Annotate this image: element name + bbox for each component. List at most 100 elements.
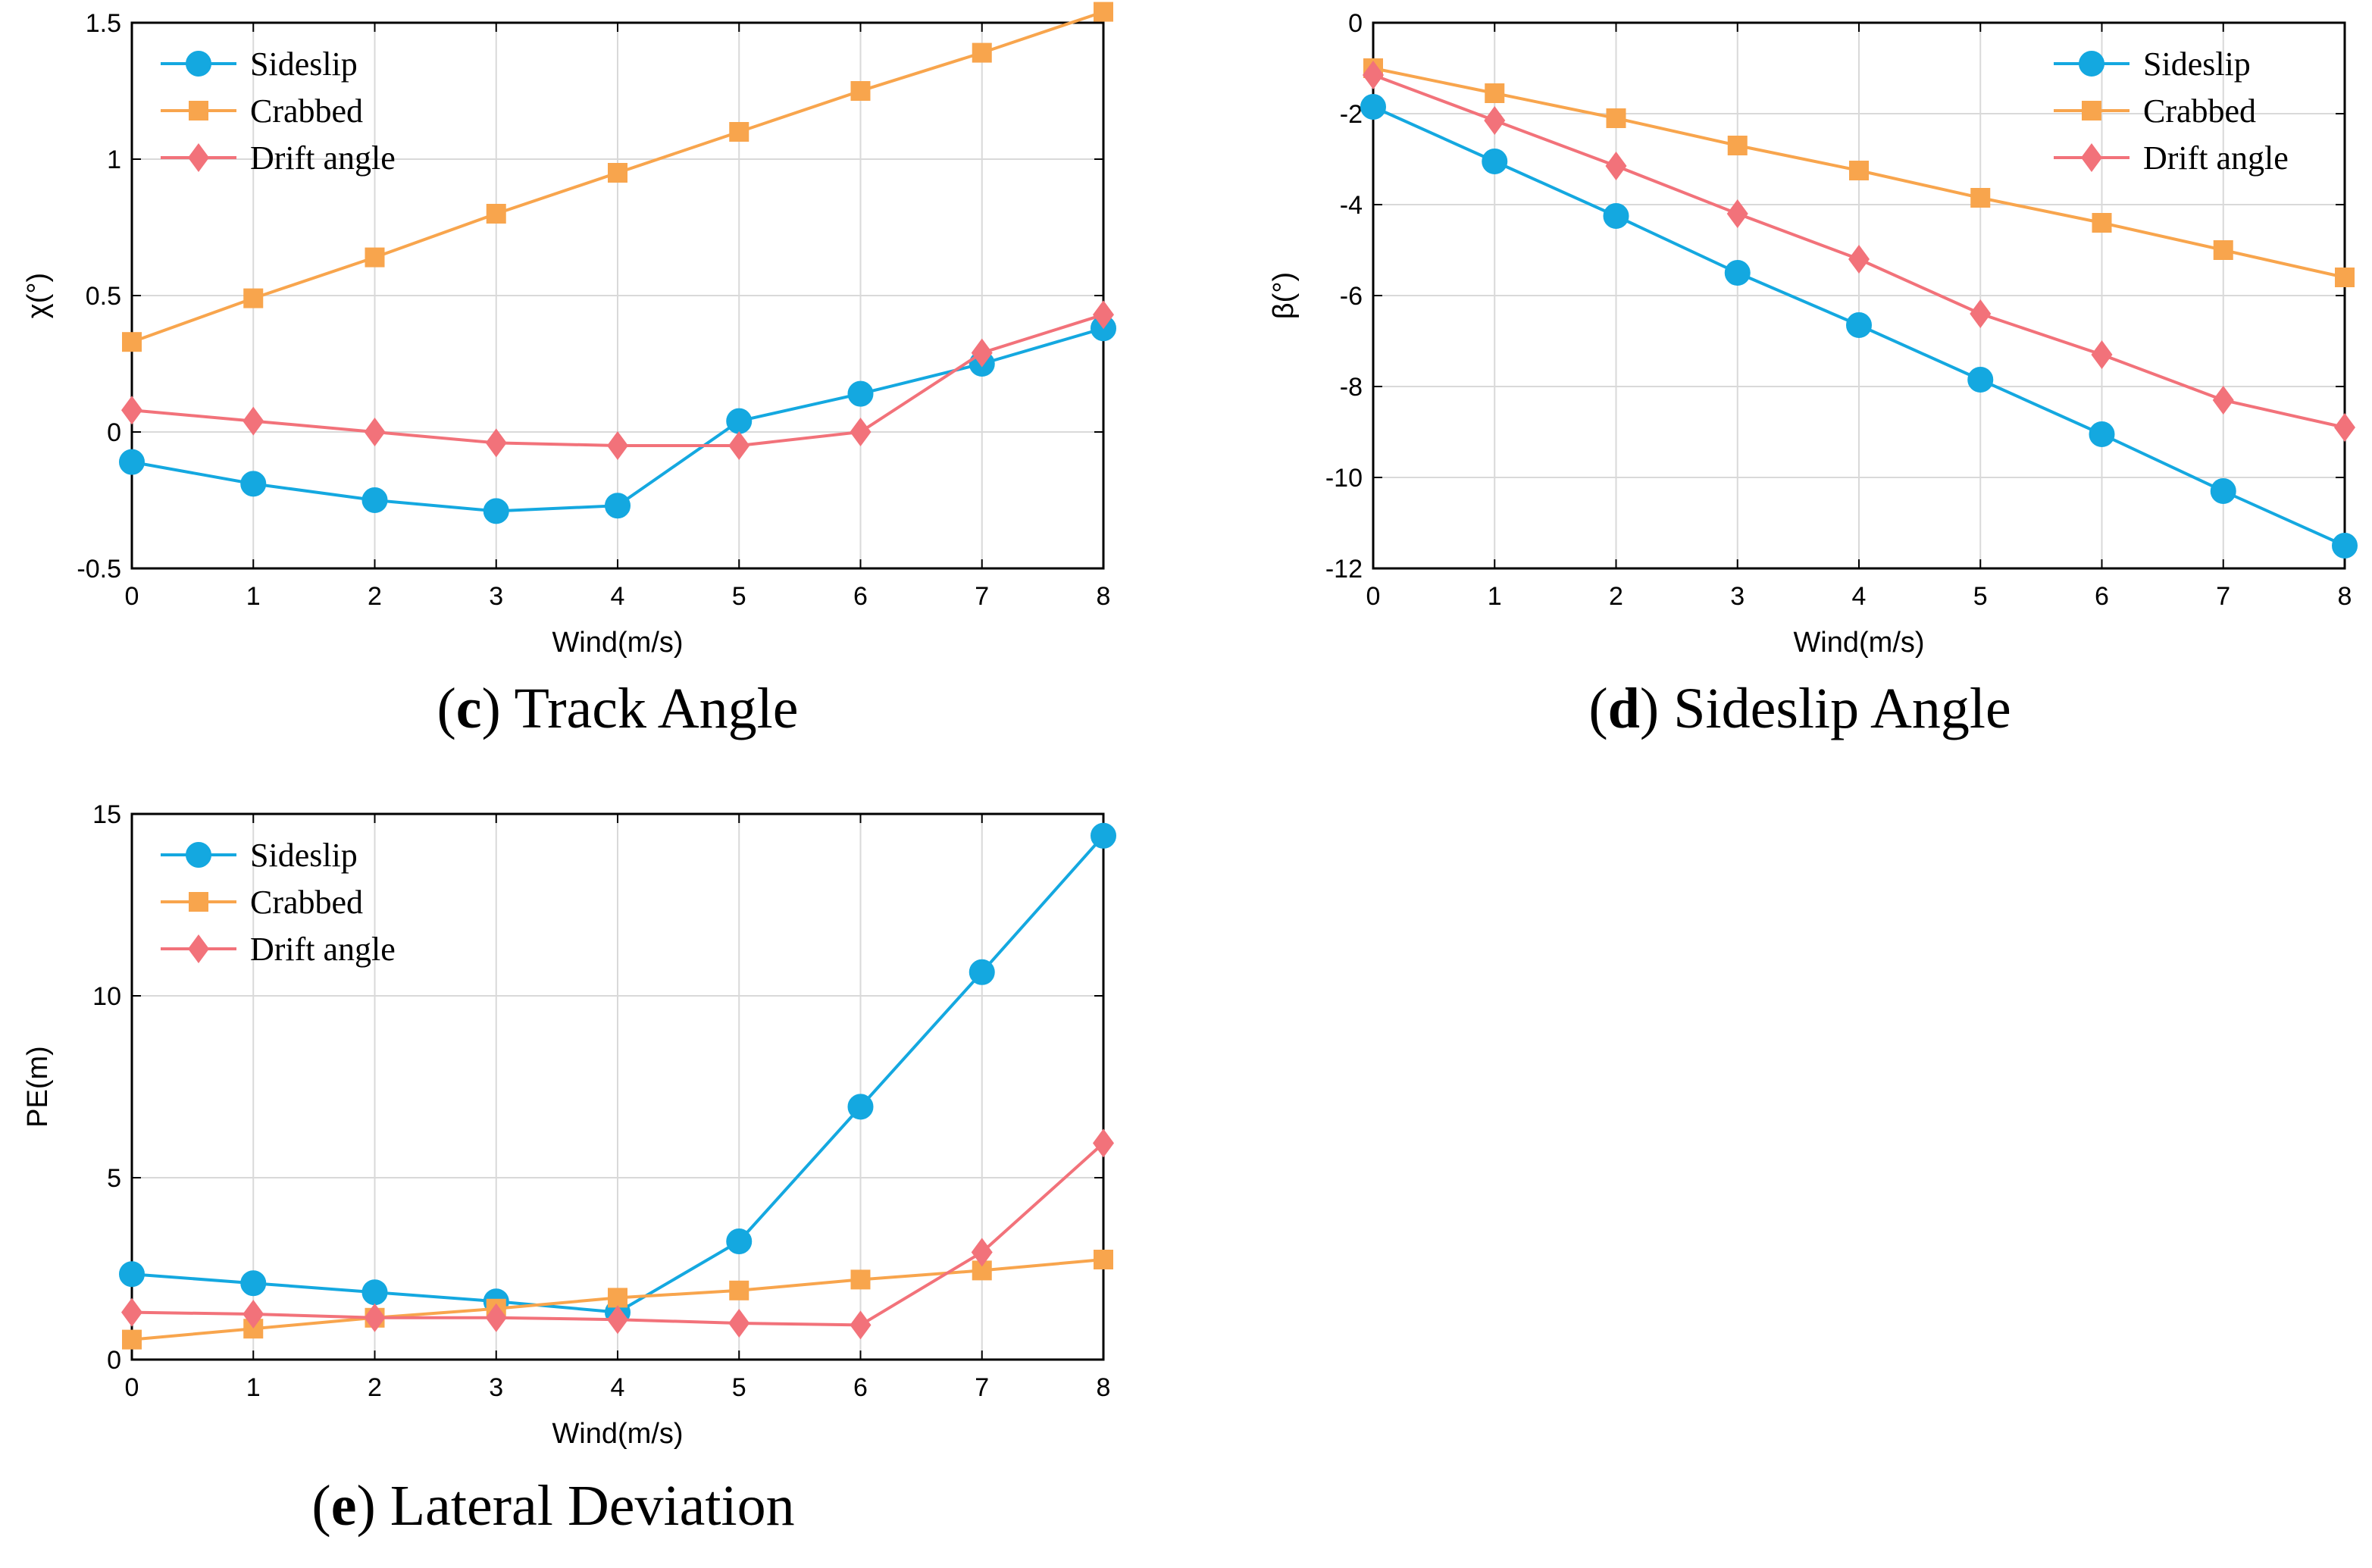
caption-paren: ( (1588, 677, 1607, 740)
x-axis-label: Wind(m/s) (552, 1418, 683, 1450)
data-point (847, 380, 874, 407)
series-sideslip (119, 315, 1116, 524)
data-point (361, 1279, 388, 1306)
series-crabbed (122, 1250, 1113, 1350)
data-point (1094, 1250, 1113, 1269)
data-point (2334, 413, 2355, 442)
legend-marker (2079, 51, 2104, 77)
axes-frame (130, 812, 1105, 1361)
data-point (2092, 213, 2112, 233)
x-tick-label: 5 (732, 1373, 746, 1402)
legend-label: Sideslip (250, 837, 358, 874)
data-point (365, 247, 385, 268)
data-point (1724, 260, 1751, 286)
data-point (729, 122, 749, 142)
data-point (1360, 94, 1386, 120)
y-tick-label: 10 (92, 982, 121, 1011)
data-point (364, 1303, 386, 1332)
data-point (1484, 106, 1506, 135)
data-point (122, 1329, 142, 1350)
data-point (240, 471, 267, 497)
caption-text: ) Lateral Deviation (356, 1474, 794, 1538)
y-tick-label: 1 (107, 146, 121, 174)
y-tick-label: -6 (1340, 282, 1363, 311)
data-point (1970, 188, 1991, 208)
y-tick-label: 0 (107, 418, 121, 447)
data-point (483, 498, 509, 524)
data-point (1093, 1128, 1114, 1158)
data-point (2091, 340, 2113, 369)
legend-marker (189, 892, 208, 912)
caption-paren: ( (437, 677, 455, 740)
data-point (1605, 152, 1627, 180)
data-point (1726, 199, 1748, 228)
legend-label: Sideslip (2143, 45, 2251, 83)
data-point (121, 1297, 142, 1327)
legend-marker (2082, 101, 2101, 120)
legend-marker (2081, 143, 2102, 172)
data-point (607, 1305, 628, 1335)
series-drift-angle (121, 300, 1114, 460)
x-tick-label: 7 (975, 1373, 989, 1402)
series-drift-angle (1363, 61, 2355, 442)
caption-letter: c (456, 677, 482, 740)
chart-caption: (c) Track Angle (437, 677, 798, 740)
data-point (971, 338, 993, 368)
data-point (486, 204, 506, 224)
data-point (971, 1238, 993, 1267)
data-point (847, 1094, 874, 1120)
data-point (2089, 421, 2115, 447)
x-tick-label: 2 (1609, 582, 1623, 611)
legend-marker (188, 143, 209, 172)
data-point (1967, 367, 1994, 393)
data-point (726, 1228, 753, 1254)
data-point (121, 396, 142, 425)
data-point (485, 428, 507, 458)
data-point (1093, 300, 1114, 330)
x-tick-label: 5 (732, 582, 746, 611)
y-tick-label: 0 (1348, 9, 1363, 38)
chart-caption: (d) Sideslip Angle (1588, 677, 2011, 740)
y-tick-label: 5 (107, 1164, 121, 1193)
series-drift-angle (121, 1128, 1114, 1340)
y-tick-label: 0 (107, 1346, 121, 1375)
data-point (850, 418, 872, 446)
legend-marker (188, 934, 209, 963)
data-point (243, 1300, 264, 1329)
y-tick-label: -12 (1325, 555, 1363, 584)
data-point (1091, 822, 1116, 849)
data-point (972, 42, 992, 63)
data-point (850, 1310, 872, 1340)
legend-label: Drift angle (250, 139, 396, 177)
legend-label: Drift angle (250, 931, 396, 968)
x-tick-label: 0 (125, 1373, 139, 1402)
legend: Sideslip Crabbed Drift angle (161, 837, 396, 968)
axes-frame (1372, 21, 2346, 570)
x-tick-label: 1 (246, 582, 261, 611)
data-point (243, 406, 264, 436)
data-point (2213, 240, 2233, 260)
legend-label: Crabbed (250, 92, 363, 130)
data-point (119, 1261, 145, 1288)
x-tick-label: 7 (975, 582, 989, 611)
data-point (608, 163, 627, 183)
data-point (729, 1280, 749, 1300)
x-tick-label: 6 (853, 582, 868, 611)
caption-text: ) Sideslip Angle (1640, 677, 2011, 740)
data-point (850, 1269, 871, 1290)
data-point (1846, 312, 1872, 338)
series-crabbed (122, 2, 1113, 352)
y-tick-label: -8 (1340, 373, 1363, 402)
data-point (726, 408, 753, 434)
data-point (728, 1309, 750, 1338)
chart-e: 0 1 2 3 4 5 6 7 8 0 5 10 15 Wind(m/s) PE(m) Sideslip Cra… (22, 800, 1116, 1538)
caption-letter: e (331, 1474, 357, 1538)
x-tick-label: 2 (368, 1373, 382, 1402)
data-point (608, 1288, 627, 1308)
x-tick-label: 0 (125, 582, 139, 611)
y-axis-label: PE(m) (22, 1046, 54, 1128)
legend: Sideslip Crabbed Drift angle (161, 45, 396, 177)
x-tick-label: 2 (368, 582, 382, 611)
